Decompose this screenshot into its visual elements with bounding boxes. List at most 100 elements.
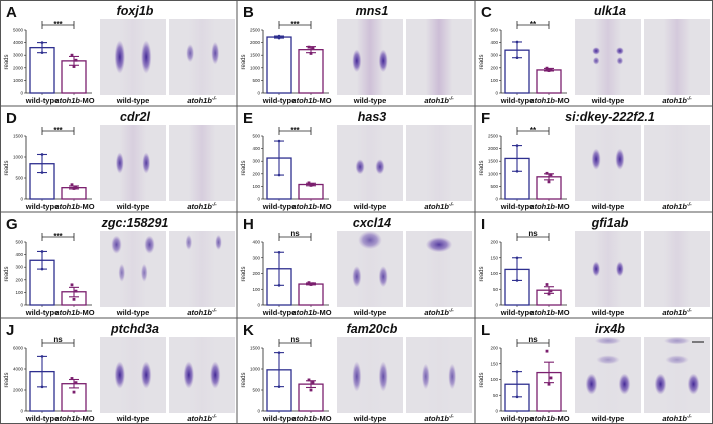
x-label-wildtype: wild-type [262,414,296,423]
y-tick-label: 500 [490,28,498,33]
x-label-wildtype: wild-type [500,308,534,317]
y-tick-label: 500 [252,78,260,83]
in-situ-mutant-image [644,125,710,201]
image-label-mutant: atoh1b-/- [662,308,692,317]
image-label-wildtype: wild-type [116,202,150,211]
data-point [40,41,44,44]
morphant-suffix: -MO [317,414,332,423]
in-situ-wildtype-image [337,19,403,95]
data-point [547,180,551,184]
in-situ-wildtype-image [337,231,403,307]
data-point [74,58,78,62]
y-tick-label: 500 [15,176,23,181]
y-tick-label: 300 [490,53,498,58]
y-tick-label: 2000 [488,146,499,151]
data-point [74,289,78,293]
morphant-gene: atoh1b [292,414,317,423]
y-tick-label: 1000 [13,78,24,83]
y-tick-label: 4000 [13,40,24,45]
data-point [277,250,281,254]
data-point [549,68,553,72]
in-situ-wildtype-image [100,19,166,95]
x-label-morphant: atoh1b-MO [292,308,331,317]
y-axis-label: reads [4,266,10,281]
in-situ-mutant-image [644,337,710,413]
stain-spot [615,47,624,55]
bar-wildtype [266,36,292,94]
y-tick-label: 0 [257,91,260,96]
y-tick-label: 400 [252,146,260,151]
significance-label: *** [53,232,63,241]
stain-spot [594,337,622,345]
stain-spot [378,49,388,73]
data-point [70,377,74,380]
mutant-gene: atoh1b [187,202,212,211]
x-label-morphant: atoh1b-MO [55,308,94,317]
data-point [40,355,44,358]
stain-spot [140,263,148,282]
y-tick-label: 200 [490,240,498,245]
x-label-morphant: atoh1b-MO [292,414,331,423]
mutant-genotype-superscript: -/- [449,202,454,208]
y-tick-label: 0 [495,303,498,308]
data-point [40,171,44,174]
mutant-gene: atoh1b [424,202,449,211]
y-tick-label: 0 [20,197,23,202]
image-label-wildtype: wild-type [116,414,150,423]
y-tick-label: 2000 [250,40,261,45]
data-point [70,53,74,57]
morphant-suffix: -MO [80,96,95,105]
stain-spot [592,47,601,55]
data-point [277,351,281,354]
y-tick-label: 500 [252,134,260,139]
bar-morphant [298,383,324,412]
data-point [545,349,549,353]
y-tick-label: 0 [495,409,498,414]
y-tick-label: 400 [252,240,260,245]
data-point [74,381,78,385]
y-axis-label: reads [241,266,247,281]
image-label-mutant: atoh1b-/- [424,202,454,211]
mutant-genotype-superscript: -/- [449,96,454,102]
bar-chart: 0 500 1000 1500 2000 2500 reads *** wild-typeato… [241,20,332,105]
mutant-gene: atoh1b [187,308,212,317]
y-axis-label: reads [241,372,247,387]
x-label-morphant: atoh1b-MO [530,414,569,423]
data-point [311,282,315,286]
gene-title: gfi1ab [591,216,629,230]
mutant-genotype-superscript: -/- [212,96,217,102]
data-point [547,382,551,386]
data-point [547,292,551,296]
midline-stain [425,337,453,413]
gene-title: zgc:158291 [101,216,169,230]
data-point [311,381,315,384]
stain-spot [616,57,624,65]
data-point [309,183,313,187]
data-point [72,390,76,394]
y-tick-label: 0 [20,91,23,96]
panel-letter: J [6,322,14,339]
gene-title: ptchd3a [110,322,159,336]
data-point [307,281,311,285]
stain-spot [211,41,220,65]
image-label-wildtype: wild-type [591,308,625,317]
y-tick-label: 100 [252,184,260,189]
significance-label: ** [530,126,537,135]
y-axis-label: reads [479,160,485,175]
in-situ-wildtype-image [575,231,641,307]
y-tick-label: 2500 [250,28,261,33]
data-point [515,40,519,44]
x-label-wildtype: wild-type [262,308,296,317]
y-tick-label: 300 [15,265,23,270]
stain-spot [111,235,122,254]
image-label-mutant: atoh1b-/- [424,308,454,317]
data-point [277,34,281,38]
panel-letter: C [481,4,492,21]
y-axis-label: reads [479,266,485,281]
data-point [549,173,553,177]
x-label-wildtype: wild-type [500,96,534,105]
in-situ-mutant-image [406,19,472,95]
